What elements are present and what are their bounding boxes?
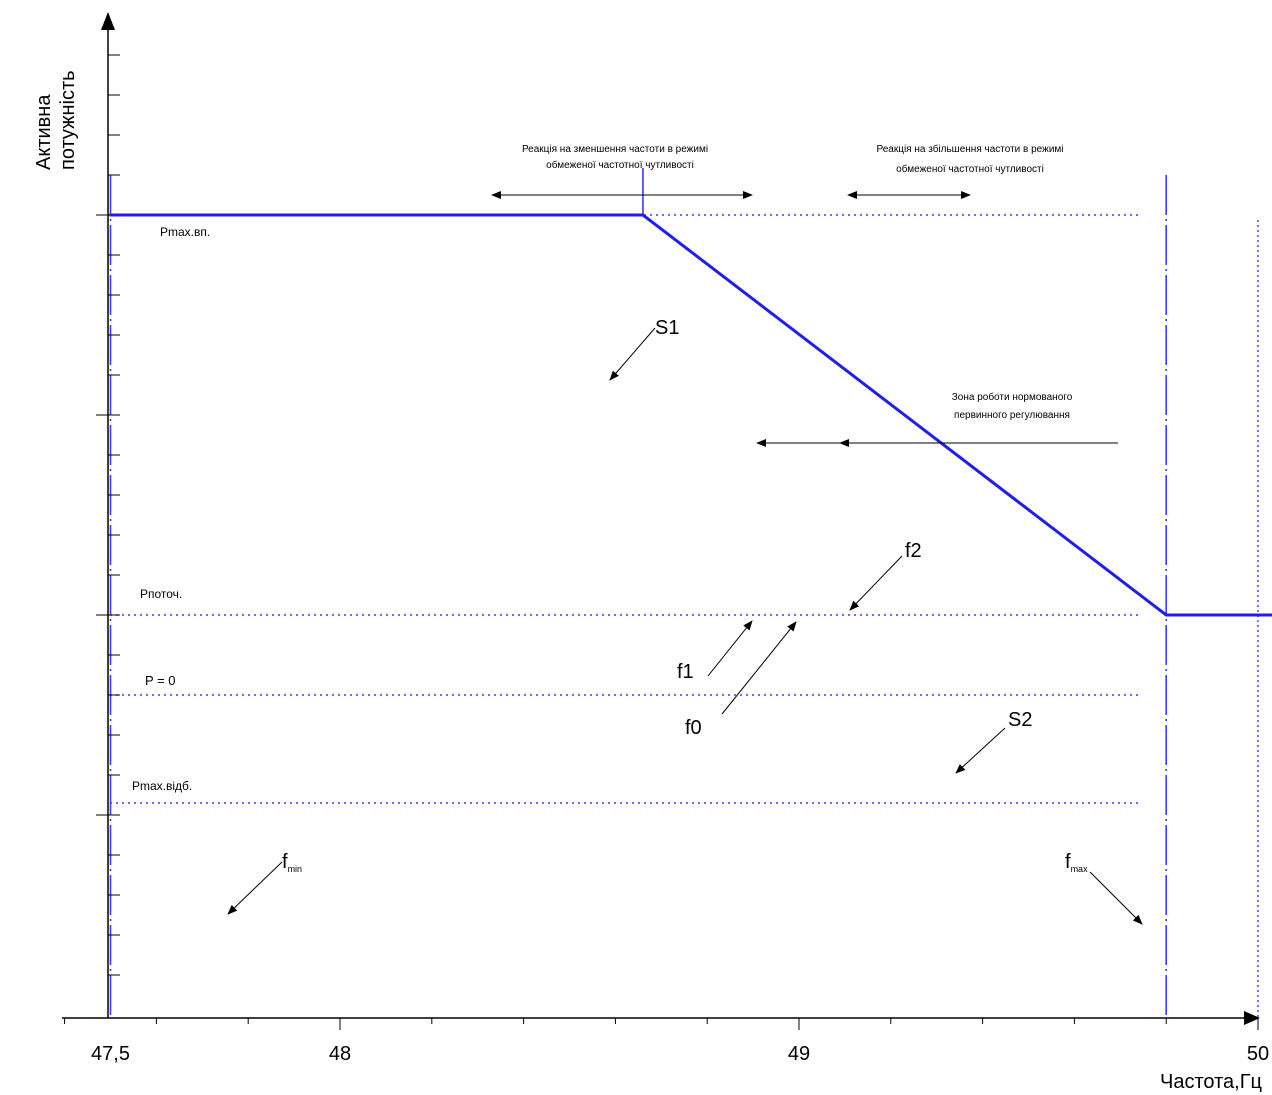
label-pmax-absorb: Pmax.відб. (132, 779, 192, 793)
lfsm-over-text-1: Реакція на збільшення частоти в режимі (876, 143, 1063, 155)
y-axis-arrow (101, 12, 115, 30)
y-ticks (96, 54, 120, 976)
pointer-f2 (849, 555, 903, 611)
label-s2: S2 (1008, 709, 1032, 731)
curve-point-2 (1164, 613, 1168, 617)
lfsm-over-text-2: обмеженої частотної чутливості (896, 163, 1044, 175)
x-ticks: 47,54849505151,5 (64, 1018, 1269, 1065)
curve-points (109, 213, 1168, 617)
lfsm-under-text-1: Реакція на зменшення частоти в режимі (522, 144, 708, 155)
label-p-zero: P = 0 (145, 673, 175, 688)
power-level-guides (110, 214, 1140, 804)
label-f1: f1 (677, 661, 694, 683)
fsm-zone-text-2: первинного регулювання (954, 410, 1070, 421)
frequency-guides (109, 168, 1259, 1018)
lfsm-under-text-2: обмеженої частотної чутливості (546, 159, 694, 171)
pointer-f0 (721, 621, 797, 715)
x-tick-label: 50 (1247, 1043, 1269, 1065)
x-tick-label: 47,5 (91, 1043, 130, 1065)
y-axis-title-line1: Активна (33, 94, 55, 170)
label-s1: S1 (655, 317, 679, 339)
pointer-s1 (609, 327, 656, 381)
label-fmin: fmin (282, 851, 302, 874)
pointer-fmin (227, 861, 283, 915)
pointer-s2 (955, 727, 1006, 774)
label-f0: f0 (685, 717, 702, 739)
pointer-fmax (1089, 871, 1143, 925)
curve-point-0 (109, 213, 112, 217)
x-tick-label: 49 (788, 1043, 810, 1065)
power-frequency-curve (110, 213, 1272, 617)
x-axis-arrow (1244, 1011, 1260, 1025)
curve-point-1 (641, 213, 645, 217)
label-p-current: Pпоточ. (140, 587, 182, 601)
axes (62, 12, 1260, 1025)
x-axis-title: Частота,Гц (1160, 1071, 1262, 1093)
x-tick-label: 48 (329, 1043, 351, 1065)
fsm-zone-text-1: Зона роботи нормованого (952, 391, 1073, 403)
y-axis-title-line2: потужність (57, 70, 79, 170)
label-fmax: fmax (1065, 851, 1088, 874)
label-f2: f2 (905, 540, 922, 562)
label-pmax-supply: Pmax.вп. (160, 225, 210, 239)
pointer-f1 (707, 620, 753, 677)
